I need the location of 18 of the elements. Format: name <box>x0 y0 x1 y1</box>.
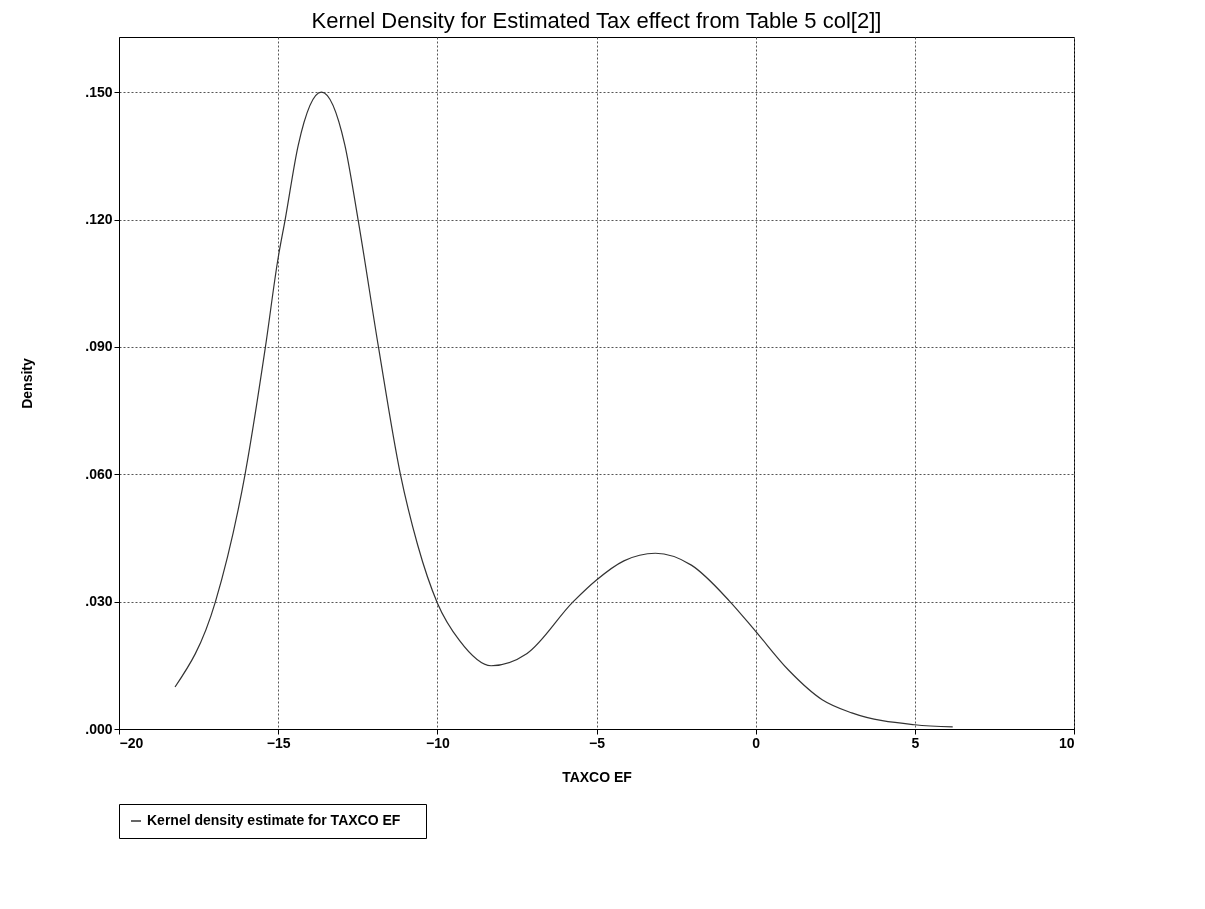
y-tick-label: .150 <box>85 83 113 100</box>
y-tick-label: .000 <box>85 720 113 737</box>
x-tick-label: −5 <box>589 734 606 751</box>
y-tick-label: .090 <box>85 338 113 355</box>
x-tick-label: −20 <box>119 734 144 751</box>
y-tick-label: .030 <box>85 593 113 610</box>
legend-label: Kernel density estimate for TAXCO EF <box>147 812 401 828</box>
y-tick-label: .120 <box>85 211 113 228</box>
x-tick-label: 5 <box>911 734 920 751</box>
x-tick-label: −10 <box>425 734 450 751</box>
y-tick-label: .060 <box>85 465 113 482</box>
x-tick-label: 10 <box>1058 734 1075 751</box>
line-series <box>174 91 954 728</box>
x-axis-title: TAXCO EF <box>562 768 633 785</box>
y-axis-title: Density <box>19 358 36 409</box>
x-tick-label: 0 <box>752 734 761 751</box>
x-tick-label: −15 <box>266 734 291 751</box>
chart-title: Kernel Density for Estimated Tax effect from Table 5 col[2]] <box>311 8 882 33</box>
